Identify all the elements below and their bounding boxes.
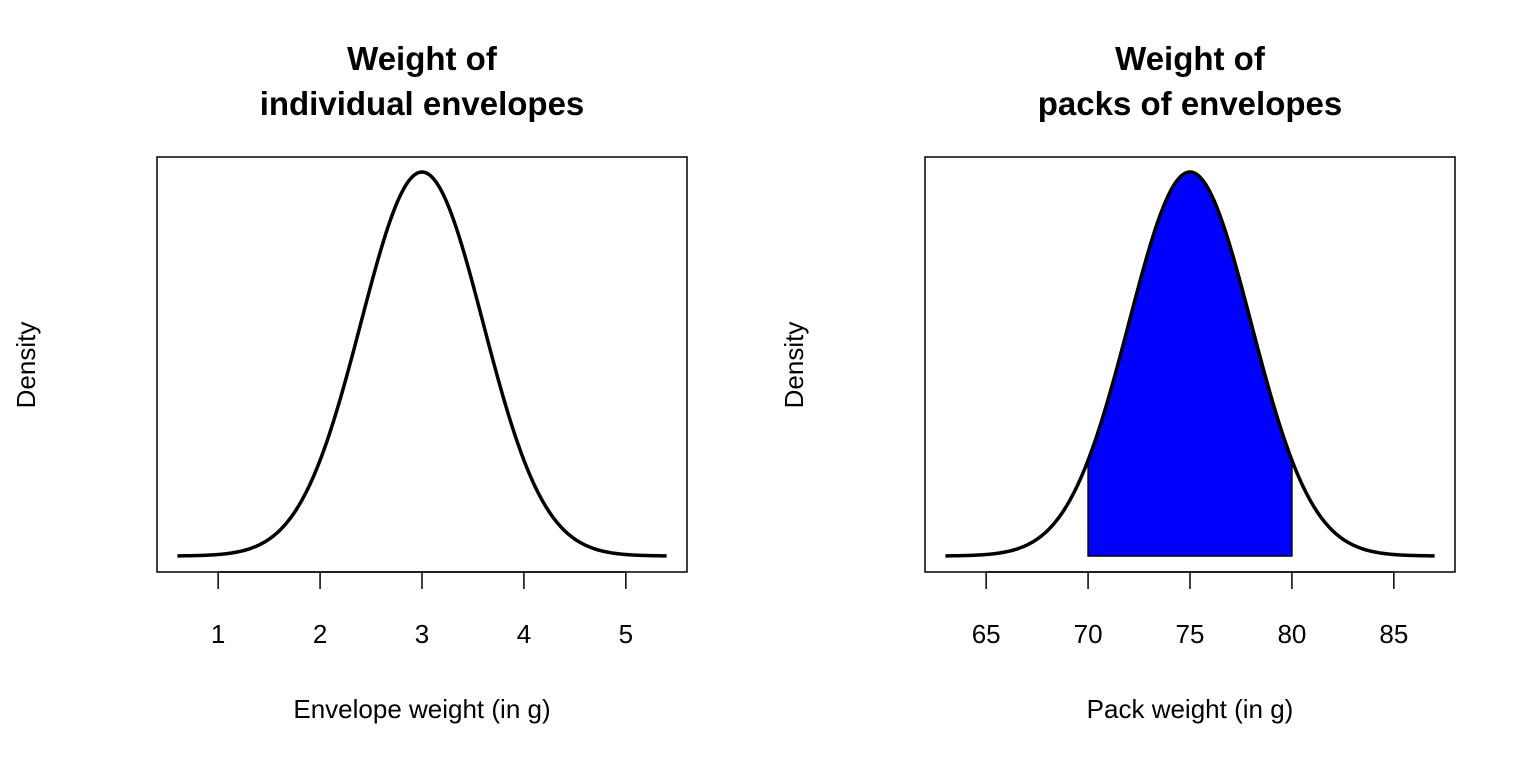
panel-individual-envelopes: Weight of individual envelopes Envelope … xyxy=(11,40,688,724)
x-tick-label: 80 xyxy=(1277,619,1306,649)
x-tick-label: 70 xyxy=(1074,619,1103,649)
x-tick-label: 85 xyxy=(1379,619,1408,649)
y-axis-label: Density xyxy=(11,322,41,409)
chart-title-line-1: Weight of xyxy=(1115,40,1266,77)
chart-title-line-2: individual envelopes xyxy=(260,85,585,122)
chart-title-line-1: Weight of xyxy=(347,40,498,77)
x-tick-label: 5 xyxy=(619,619,633,649)
panel-packs-of-envelopes: Weight of packs of envelopes Pack weight… xyxy=(779,40,1456,724)
chart-title-line-2: packs of envelopes xyxy=(1038,85,1342,122)
x-tick-label: 2 xyxy=(313,619,327,649)
x-tick-label: 3 xyxy=(415,619,429,649)
x-tick-label: 65 xyxy=(972,619,1001,649)
x-tick-label: 1 xyxy=(211,619,225,649)
x-axis-label: Pack weight (in g) xyxy=(1087,694,1294,724)
density-curve xyxy=(945,170,1435,558)
x-tick-label: 4 xyxy=(517,619,531,649)
y-axis-label: Density xyxy=(779,322,809,409)
plot-frame xyxy=(156,156,688,573)
density-curve xyxy=(177,170,667,558)
x-axis-label: Envelope weight (in g) xyxy=(293,694,550,724)
x-tick-label: 75 xyxy=(1176,619,1205,649)
